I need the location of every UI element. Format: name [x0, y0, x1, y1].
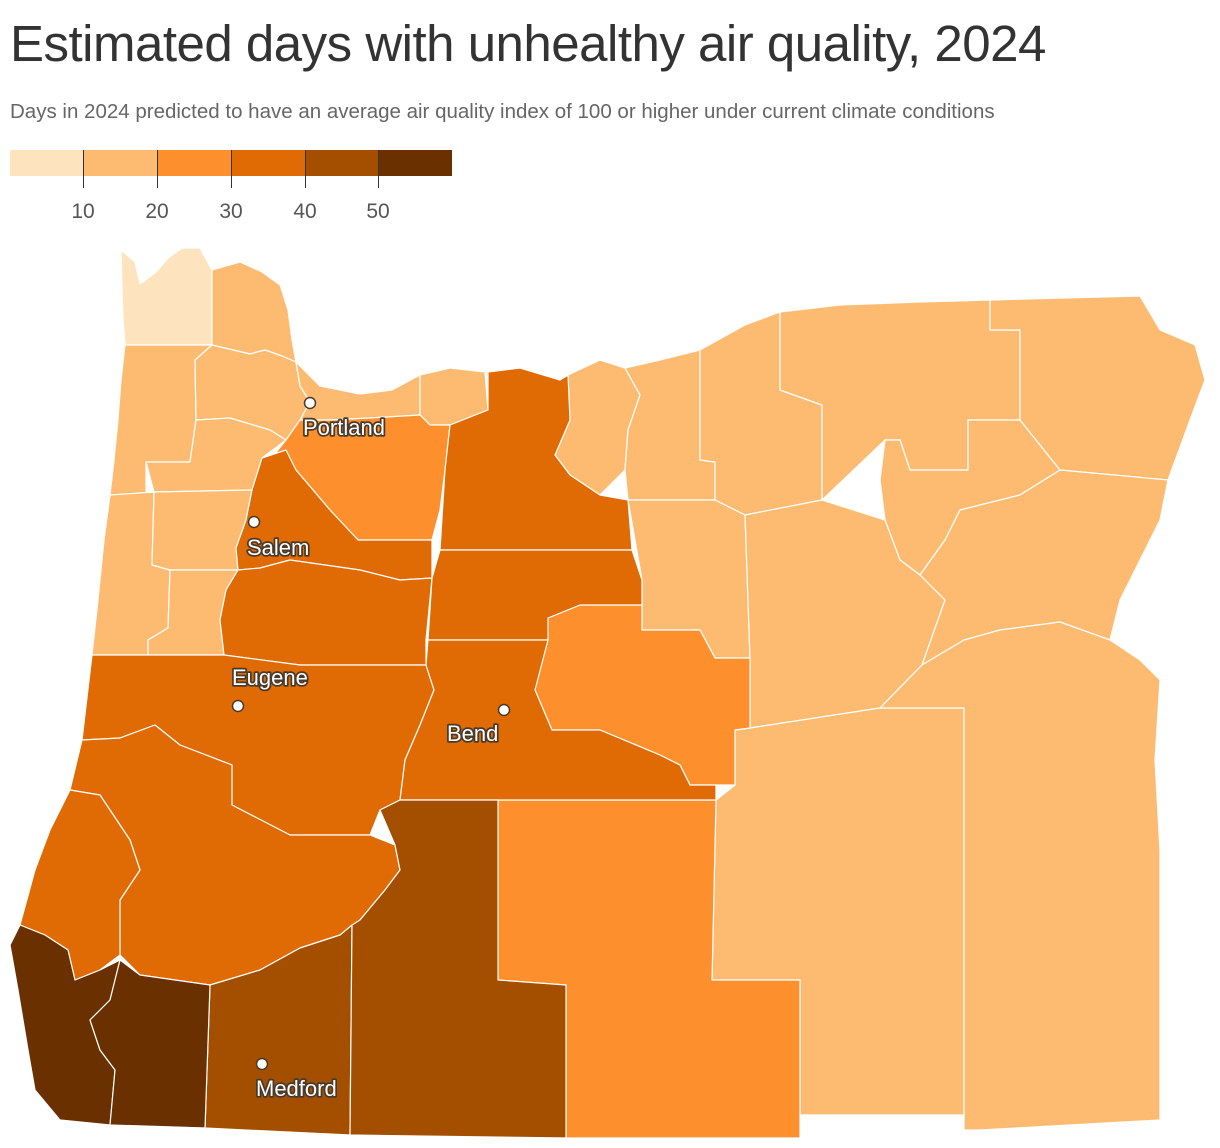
county-klamath — [349, 799, 567, 1139]
county-multnomah — [295, 361, 421, 421]
legend-swatch-5 — [304, 150, 379, 176]
legend-tick-50 — [378, 150, 379, 188]
legend-label-30: 30 — [219, 200, 243, 223]
city-dot-portland — [303, 396, 317, 410]
county-clatsop — [120, 247, 213, 346]
legend-swatch-2 — [83, 150, 158, 176]
city-label-medford: Medford — [256, 1076, 337, 1101]
city-label-salem: Salem — [247, 535, 309, 560]
city-dot-eugene — [231, 699, 245, 713]
legend-swatch-1 — [10, 150, 84, 176]
legend-label-20: 20 — [145, 200, 169, 223]
color-legend: 10 20 30 40 50 — [10, 150, 453, 230]
county-jefferson — [427, 549, 643, 641]
county-jackson — [204, 924, 353, 1136]
legend-label-50: 50 — [366, 200, 390, 223]
city-label-bend: Bend — [447, 721, 498, 746]
legend-label-10: 10 — [71, 200, 95, 223]
county-wallowa — [989, 295, 1206, 481]
legend-tick-30 — [231, 150, 232, 188]
county-josephine — [89, 959, 211, 1129]
legend-tick-10 — [83, 150, 84, 188]
city-dot-bend — [497, 703, 511, 717]
chart-title: Estimated days with unhealthy air qualit… — [10, 15, 1046, 72]
city-label-portland: Portland — [303, 415, 385, 440]
city-markers: Portland Salem Eugene Bend Medford — [230, 396, 511, 1103]
legend-swatch-6 — [378, 150, 453, 176]
county-malheur — [879, 621, 1161, 1131]
county-wasco — [439, 367, 633, 551]
chart-subtitle: Days in 2024 predicted to have an averag… — [10, 100, 995, 123]
legend-tick-40 — [305, 150, 306, 188]
legend-tick-20 — [157, 150, 158, 188]
county-columbia — [211, 261, 297, 363]
legend-swatch-3 — [157, 150, 232, 176]
city-dot-salem — [247, 515, 261, 529]
county-deschutes — [399, 639, 717, 801]
county-linn — [219, 559, 433, 666]
legend-bar — [10, 150, 453, 176]
city-dot-medford — [255, 1057, 269, 1071]
city-label-eugene: Eugene — [232, 665, 308, 690]
legend-swatch-4 — [231, 150, 305, 176]
legend-label-40: 40 — [293, 200, 317, 223]
